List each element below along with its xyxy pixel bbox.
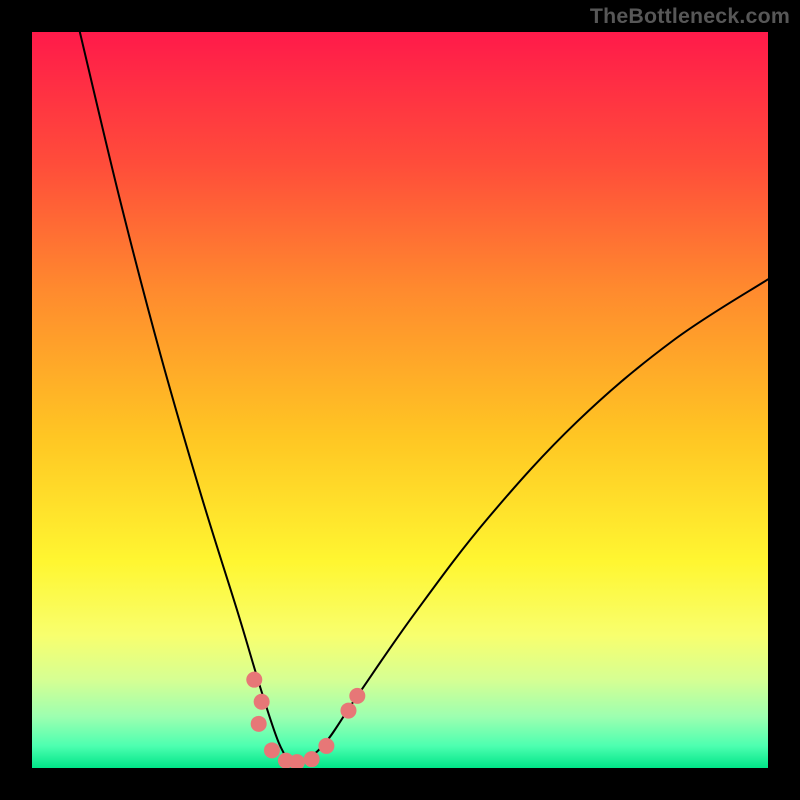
watermark-text: TheBottleneck.com [590,4,790,29]
chart-svg [32,32,768,768]
marker-dot [349,688,365,704]
marker-dot [340,703,356,719]
gradient-background [32,32,768,768]
marker-dot [254,694,270,710]
marker-dot [264,742,280,758]
outer-frame: TheBottleneck.com [0,0,800,800]
marker-dot [304,751,320,767]
marker-dot [251,716,267,732]
plot-area [32,32,768,768]
marker-dot [318,738,334,754]
marker-dot [246,672,262,688]
